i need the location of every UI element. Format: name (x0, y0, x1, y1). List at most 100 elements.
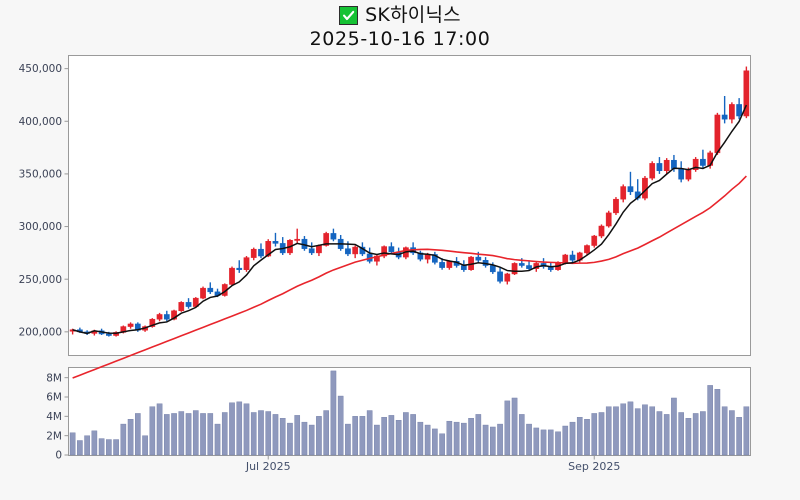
volume-bar (258, 410, 264, 456)
volume-bar (84, 435, 90, 456)
volume-bar (279, 418, 286, 456)
volume-bar (678, 412, 684, 456)
candle-body (163, 314, 170, 320)
volume-bar (200, 413, 206, 456)
volume-bar (214, 423, 221, 456)
price-tick-label: 300,000 (19, 221, 62, 233)
volume-bar (707, 385, 713, 456)
candle-body (562, 254, 569, 263)
candle-body (663, 159, 670, 172)
candle-body (417, 252, 424, 260)
volume-panel-background (68, 367, 751, 456)
volume-bar (294, 415, 301, 456)
volume-bar (236, 401, 243, 456)
price-tick-label: 400,000 (19, 116, 62, 128)
volume-bar (721, 406, 728, 456)
candle-body (707, 152, 714, 166)
candle-body (156, 314, 163, 320)
candle-body (345, 248, 351, 255)
volume-bar (685, 418, 692, 456)
candle-body (388, 246, 395, 253)
candle-body (178, 302, 185, 312)
volume-bar (410, 414, 416, 456)
candle-body (229, 267, 235, 285)
candle-body (518, 263, 525, 266)
volume-bar (598, 412, 605, 456)
volume-bar (613, 406, 619, 456)
volume-bar (301, 421, 308, 456)
candle-body (598, 225, 605, 237)
candle-body (475, 256, 482, 261)
volume-bar (533, 427, 540, 456)
candle-body (605, 212, 612, 227)
volume-bar (178, 411, 185, 456)
x-tick-label: Sep 2025 (568, 460, 620, 473)
candle-body (316, 245, 322, 254)
volume-tick-label: 4M (46, 411, 62, 423)
volume-bar (106, 439, 112, 456)
candle-body (171, 310, 177, 320)
volume-bar (649, 406, 656, 456)
candle-body (250, 248, 257, 258)
candle-body (439, 262, 445, 268)
volume-bar (700, 411, 706, 456)
candle-body (700, 158, 706, 166)
candle-body (323, 233, 330, 246)
volume-bar (185, 413, 192, 456)
volume-bar (403, 412, 409, 456)
x-tick-label: Jul 2025 (245, 460, 291, 473)
volume-bar (482, 424, 489, 456)
candle-body (105, 333, 112, 336)
volume-bar (366, 410, 373, 456)
candle-body (656, 163, 663, 172)
candle-body (236, 267, 243, 270)
price-panel-border (68, 55, 751, 356)
price-tick-label: 250,000 (19, 274, 62, 286)
candle-body (446, 261, 453, 268)
chart-timestamp: 2025-10-16 17:00 (309, 28, 491, 50)
volume-bar (634, 408, 641, 456)
volume-bar (330, 370, 337, 456)
volume-bar (250, 412, 257, 456)
candle-body (265, 241, 272, 257)
candle-body (497, 271, 503, 282)
candle-body (272, 241, 279, 244)
volume-bar (163, 414, 170, 456)
candle-body (243, 257, 250, 270)
candle-body (504, 273, 511, 282)
volume-bar (555, 431, 561, 456)
volume-bar (620, 403, 627, 456)
green-check-icon (339, 5, 359, 25)
candle-body (627, 186, 634, 193)
volume-bar (135, 413, 141, 456)
volume-bar (729, 410, 735, 456)
volume-bar (446, 420, 453, 456)
volume-bar (221, 412, 228, 456)
candle-body (511, 263, 518, 275)
candle-body (584, 245, 590, 254)
volume-bar (439, 433, 445, 456)
candle-body (294, 238, 301, 241)
volume-bar (547, 429, 554, 456)
candle-body (685, 169, 692, 180)
volume-bar (149, 406, 156, 456)
volume-tick-label: 2M (46, 430, 62, 442)
candle-body (591, 235, 598, 246)
volume-bar (424, 424, 431, 456)
chart-title-row: SK하이닉스 (0, 2, 800, 28)
candle-body (308, 248, 315, 254)
volume-bar (518, 414, 525, 456)
price-tick-label: 200,000 (19, 326, 62, 338)
volume-bar (265, 411, 272, 456)
volume-bar (671, 397, 677, 456)
candle-body (678, 168, 685, 180)
candle-body (207, 287, 214, 293)
volume-bar (359, 416, 366, 456)
volume-bar (127, 419, 134, 456)
volume-bar (663, 414, 670, 456)
volume-bar (540, 429, 547, 456)
candle-body (692, 158, 699, 170)
candle-body (526, 265, 532, 269)
volume-bar (192, 410, 199, 456)
volume-tick-label: 8M (46, 372, 62, 384)
